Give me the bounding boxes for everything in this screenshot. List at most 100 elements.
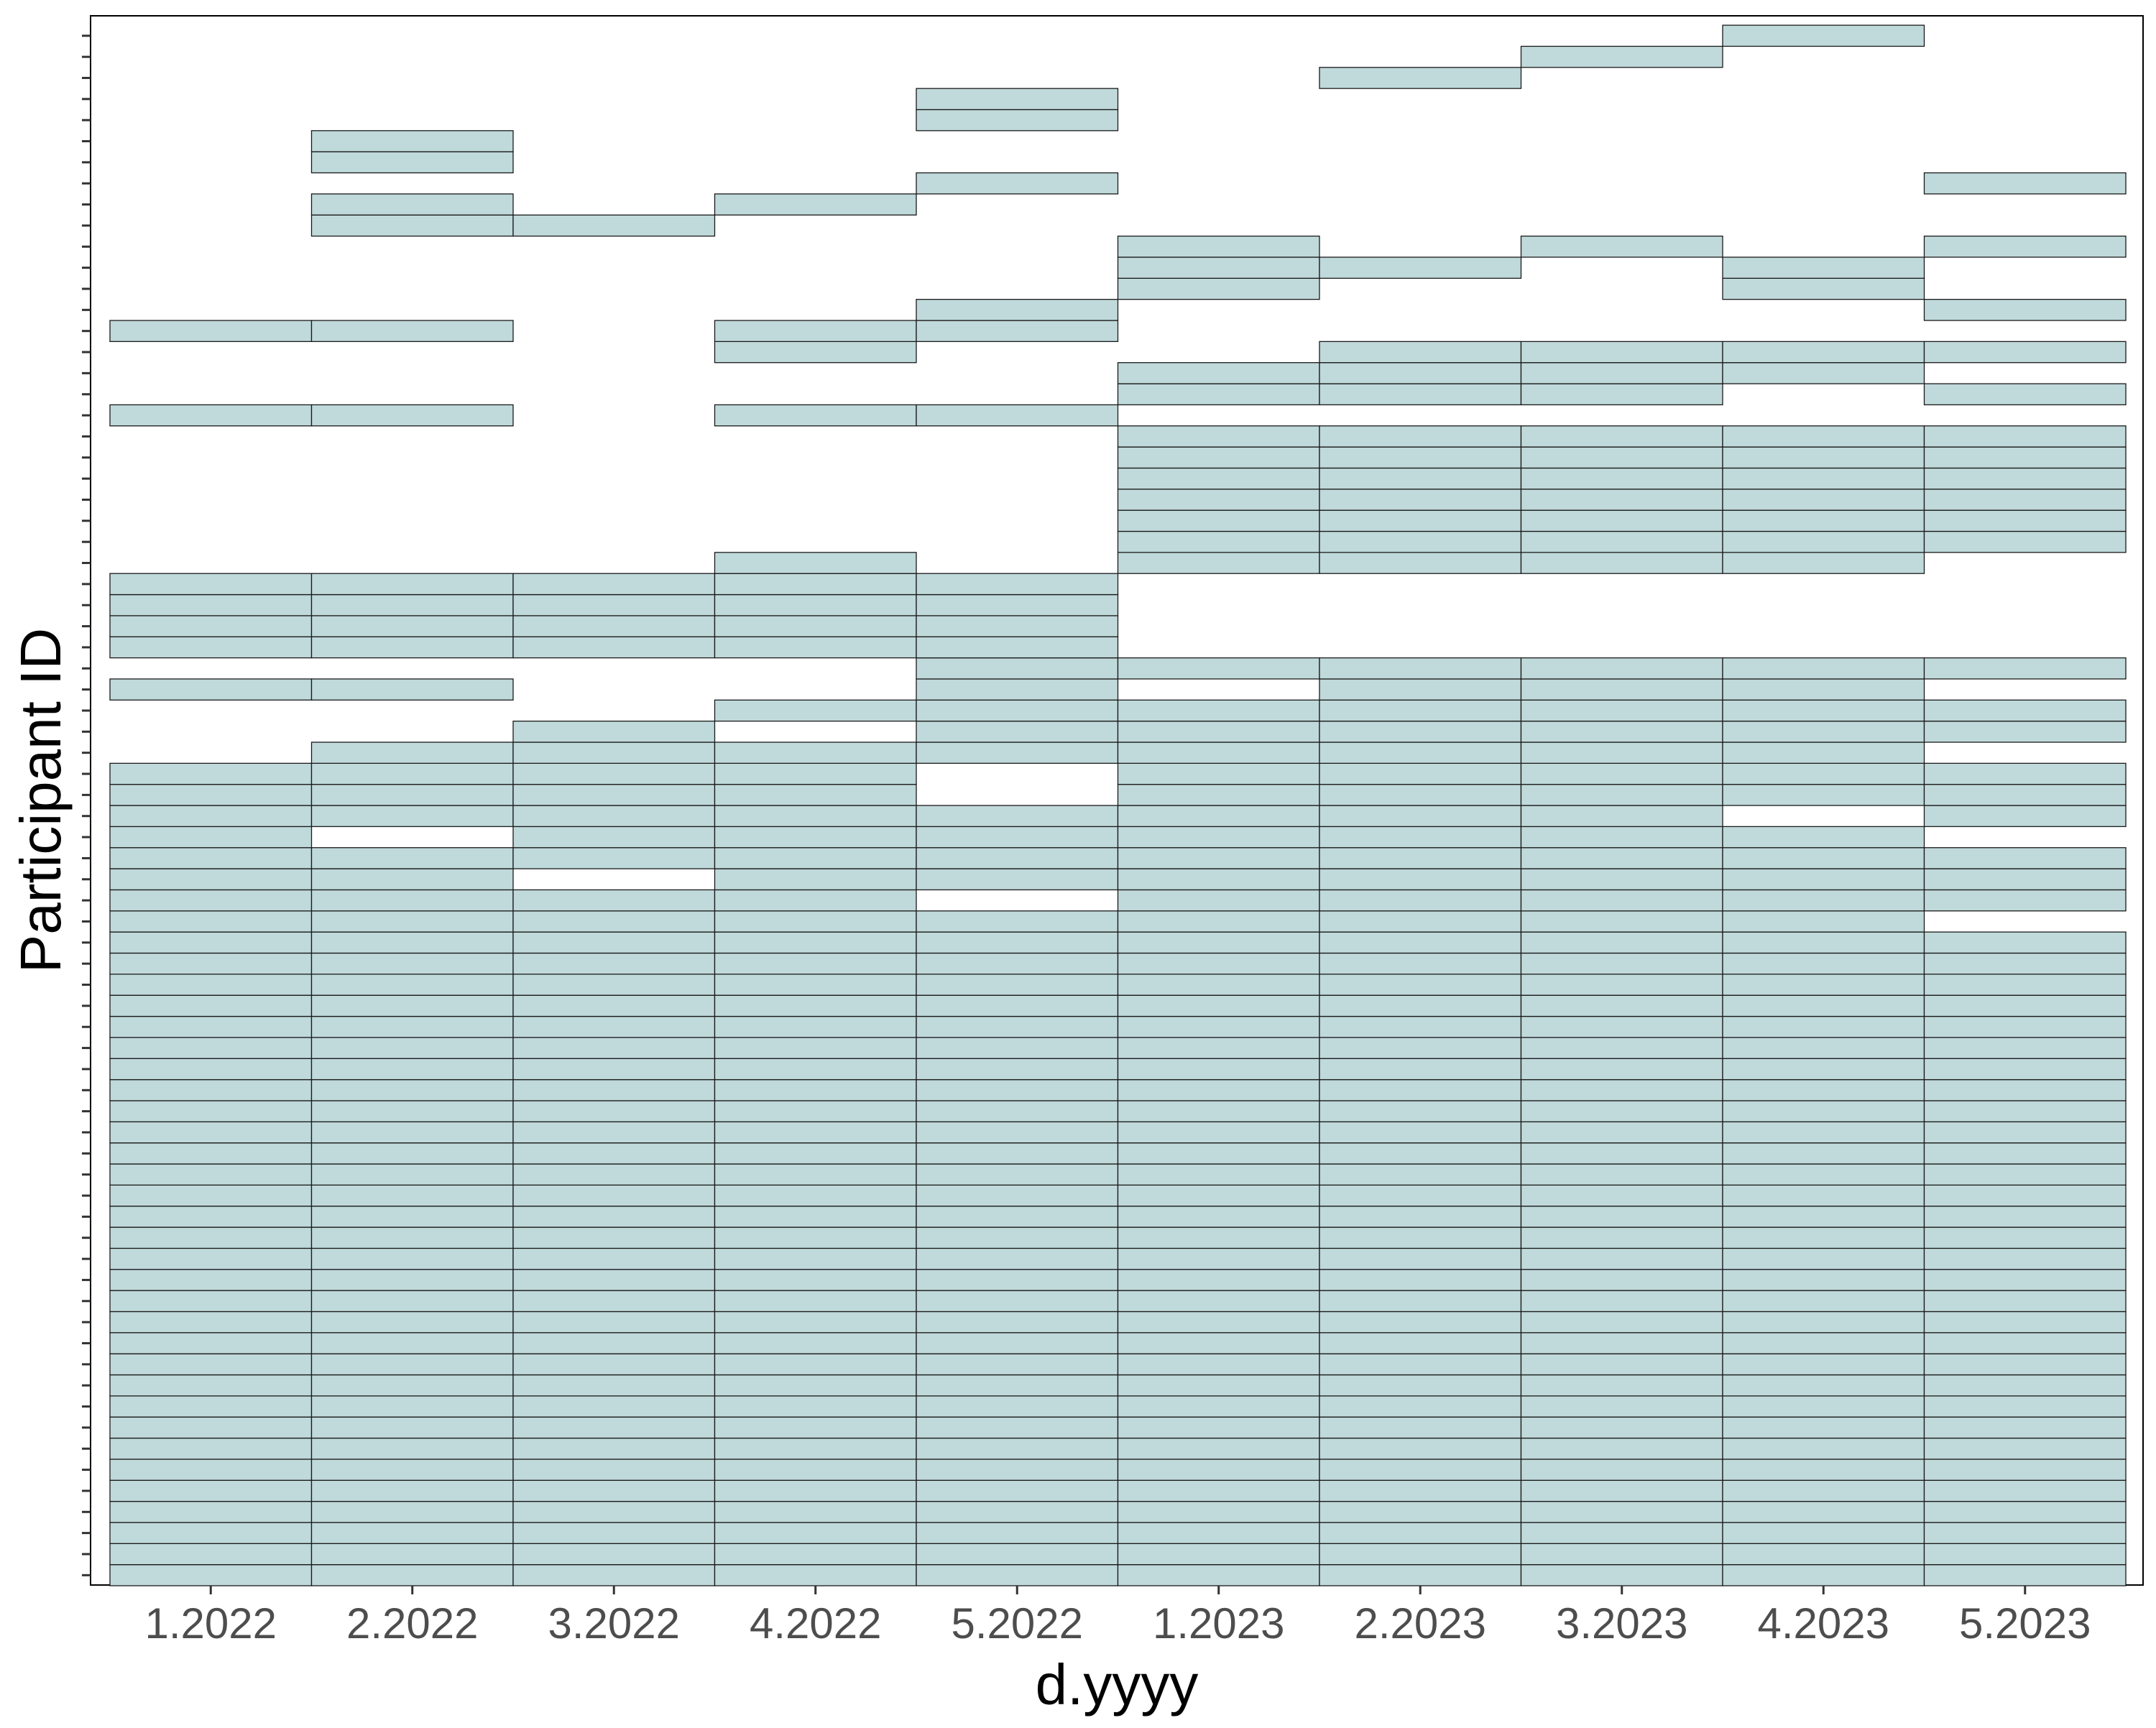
participation-cell bbox=[1117, 805, 1320, 828]
participation-cell bbox=[1117, 1479, 1320, 1502]
participation-cell bbox=[1923, 657, 2127, 680]
participation-cell bbox=[1923, 530, 2127, 553]
participation-cell bbox=[1722, 467, 1925, 490]
participation-cell bbox=[916, 320, 1119, 343]
participation-cell bbox=[1319, 1374, 1522, 1397]
participation-cell bbox=[714, 1543, 917, 1566]
participation-cell bbox=[1319, 994, 1522, 1017]
participation-cell bbox=[1923, 298, 2127, 321]
participation-cell bbox=[1117, 1226, 1320, 1249]
participation-cell bbox=[1520, 1522, 1723, 1544]
participation-cell bbox=[1923, 805, 2127, 828]
participation-cell bbox=[512, 994, 716, 1017]
participation-cell bbox=[1722, 1163, 1925, 1186]
participation-cell bbox=[1520, 467, 1723, 490]
participation-cell bbox=[714, 1479, 917, 1502]
participation-cell bbox=[1117, 277, 1320, 300]
participation-cell bbox=[714, 593, 917, 616]
participation-cell bbox=[1520, 721, 1723, 743]
participation-cell bbox=[512, 1121, 716, 1144]
participation-cell bbox=[1722, 1563, 1925, 1586]
participation-cell bbox=[714, 1563, 917, 1586]
participation-cell bbox=[1722, 552, 1925, 574]
participation-cell bbox=[714, 784, 917, 806]
participation-cell bbox=[1319, 762, 1522, 785]
x-tick-label: 2.2023 bbox=[1354, 1599, 1486, 1648]
participation-cell bbox=[1923, 1416, 2127, 1439]
participation-cell bbox=[1923, 952, 2127, 975]
participation-cell bbox=[1923, 467, 2127, 490]
participation-cell bbox=[1923, 699, 2127, 722]
participation-cell bbox=[310, 868, 514, 891]
participation-cell bbox=[714, 636, 917, 659]
participation-cell bbox=[1117, 1437, 1320, 1460]
participation-cell bbox=[109, 1479, 313, 1502]
participation-cell bbox=[1722, 994, 1925, 1017]
participation-cell bbox=[1319, 383, 1522, 406]
participation-cell bbox=[916, 1058, 1119, 1081]
participation-cell bbox=[1520, 1437, 1723, 1460]
participation-cell bbox=[1722, 509, 1925, 532]
participation-cell bbox=[310, 1247, 514, 1270]
participation-cell bbox=[1520, 994, 1723, 1017]
participation-cell bbox=[109, 615, 313, 637]
participation-cell bbox=[916, 1563, 1119, 1586]
participation-cell bbox=[512, 1374, 716, 1397]
participation-cell bbox=[714, 1395, 917, 1418]
participation-cell bbox=[916, 805, 1119, 828]
participation-cell bbox=[1722, 762, 1925, 785]
participation-cell bbox=[714, 1522, 917, 1544]
participation-cell bbox=[1520, 1563, 1723, 1586]
participation-cell bbox=[916, 868, 1119, 891]
participation-cell bbox=[1923, 847, 2127, 869]
participation-cell bbox=[310, 1416, 514, 1439]
participation-cell bbox=[916, 657, 1119, 680]
participation-cell bbox=[916, 678, 1119, 701]
participation-cell bbox=[1520, 509, 1723, 532]
participation-cell bbox=[1117, 235, 1320, 258]
participation-cell bbox=[714, 320, 917, 343]
participation-cell bbox=[714, 1058, 917, 1081]
participation-cell bbox=[1319, 1100, 1522, 1122]
participation-cell bbox=[310, 320, 514, 343]
participation-cell bbox=[1319, 1142, 1522, 1165]
participation-cell bbox=[1520, 1142, 1723, 1165]
participation-cell bbox=[512, 910, 716, 933]
participation-cell bbox=[512, 1037, 716, 1059]
participation-cell bbox=[714, 1078, 917, 1101]
participation-cell bbox=[310, 404, 514, 427]
x-tick-label: 1.2022 bbox=[144, 1599, 277, 1648]
participation-cell bbox=[512, 615, 716, 637]
participation-cell bbox=[1520, 1206, 1723, 1228]
participation-cell bbox=[1923, 1121, 2127, 1144]
participation-cell bbox=[1923, 784, 2127, 806]
participation-cell bbox=[916, 573, 1119, 596]
participation-cell bbox=[1722, 1522, 1925, 1544]
participation-cell bbox=[109, 1437, 313, 1460]
participation-cell bbox=[916, 1416, 1119, 1439]
participation-cell bbox=[1319, 530, 1522, 553]
participation-cell bbox=[1722, 1037, 1925, 1059]
participation-cell bbox=[310, 805, 514, 828]
participation-cell bbox=[109, 1500, 313, 1523]
participation-cell bbox=[310, 889, 514, 912]
participation-cell bbox=[1722, 257, 1925, 279]
participation-cell bbox=[1117, 699, 1320, 722]
participation-cell bbox=[512, 1437, 716, 1460]
participation-cell bbox=[109, 1121, 313, 1144]
participation-cell bbox=[1520, 1353, 1723, 1376]
participation-cell bbox=[1117, 1374, 1320, 1397]
participation-cell bbox=[310, 1121, 514, 1144]
participation-cell bbox=[310, 1226, 514, 1249]
participation-cell bbox=[714, 1416, 917, 1439]
participation-cell bbox=[310, 1311, 514, 1334]
participation-cell bbox=[916, 1100, 1119, 1122]
participation-cell bbox=[310, 1206, 514, 1228]
participation-cell bbox=[1520, 910, 1723, 933]
participation-cell bbox=[714, 1353, 917, 1376]
participation-cell bbox=[714, 404, 917, 427]
participation-cell bbox=[1520, 1374, 1723, 1397]
participation-cell bbox=[310, 1563, 514, 1586]
participation-cell bbox=[1722, 1479, 1925, 1502]
participation-cell bbox=[512, 1269, 716, 1291]
